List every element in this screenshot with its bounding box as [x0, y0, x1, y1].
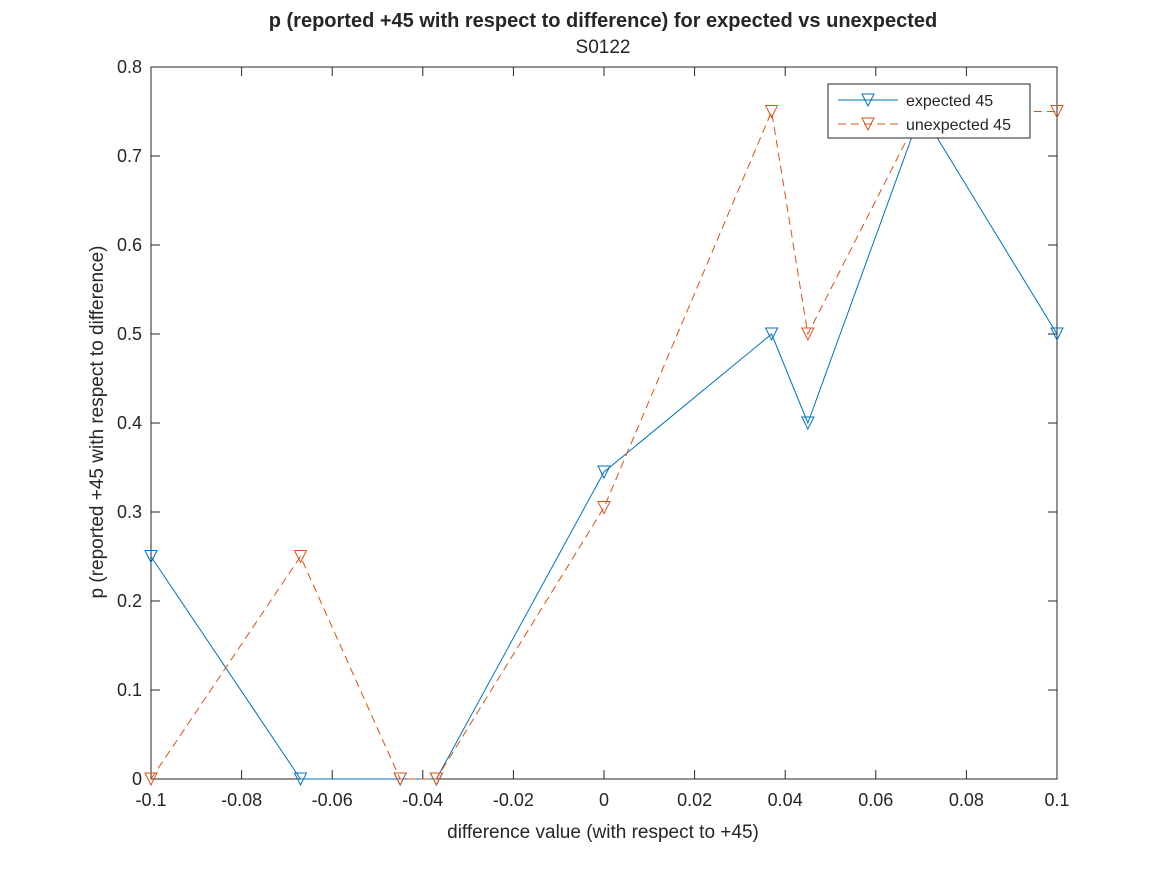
- data-point-unexpected-45: [764, 105, 779, 119]
- data-point-unexpected-45: [1050, 105, 1064, 119]
- data-point-expected-45: [597, 465, 611, 480]
- x-tick-label: -0.06: [312, 790, 353, 810]
- y-tick-label: 0.6: [117, 235, 142, 255]
- legend-label-unexpected: unexpected 45: [906, 117, 1011, 134]
- data-point-unexpected-45: [801, 327, 815, 342]
- chart-subtitle: S0122: [576, 37, 631, 58]
- data-point-expected-45: [1050, 327, 1064, 342]
- data-point-expected-45: [144, 550, 158, 564]
- x-tick-label: -0.08: [221, 790, 262, 810]
- x-tick-label: 0.02: [677, 790, 712, 810]
- legend: expected 45 unexpected 45: [827, 83, 1031, 139]
- y-tick-label: 0.3: [117, 502, 142, 522]
- data-point-unexpected-45: [429, 772, 444, 787]
- chart-title: p (reported +45 with respect to differen…: [269, 10, 938, 32]
- x-tick-label: -0.04: [402, 790, 443, 810]
- x-tick-label: 0.04: [768, 790, 803, 810]
- x-tick-label: 0: [599, 790, 609, 810]
- legend-marker-unexpected: [861, 117, 875, 132]
- data-point-unexpected-45: [293, 550, 308, 564]
- y-tick-label: 0.4: [117, 413, 142, 433]
- y-axis-label: p (reported +45 with respect to differen…: [87, 246, 108, 599]
- x-tick-label: -0.1: [135, 790, 166, 810]
- y-tick-label: 0.2: [117, 591, 142, 611]
- x-axis-label: difference value (with respect to +45): [447, 822, 759, 843]
- x-tick-label: 0.08: [949, 790, 984, 810]
- y-tick-label: 0.8: [117, 57, 142, 77]
- x-tick-label: 0.06: [858, 790, 893, 810]
- data-point-unexpected-45: [144, 772, 158, 787]
- legend-marker-expected: [861, 93, 875, 108]
- plot-area: -0.1 -0.08 -0.06 -0.04 -0.02 0 0.02 0.04 0.06 0.0…: [117, 57, 1070, 810]
- y-tick-label: 0.1: [117, 680, 142, 700]
- data-point-expected-45: [801, 416, 815, 431]
- y-tick-label: 0: [132, 769, 142, 789]
- data-point-unexpected-45: [597, 501, 611, 515]
- y-tick-label: 0.7: [117, 146, 142, 166]
- x-tick-label: 0.1: [1044, 790, 1069, 810]
- legend-box: [827, 83, 1031, 139]
- x-tick-label: -0.02: [493, 790, 534, 810]
- legend-label-expected: expected 45: [906, 93, 993, 110]
- data-point-expected-45: [293, 772, 308, 787]
- data-point-unexpected-45: [393, 772, 407, 787]
- data-point-expected-45: [764, 327, 779, 342]
- y-tick-label: 0.5: [117, 324, 142, 344]
- series-line-expected-45: [150, 110, 1058, 780]
